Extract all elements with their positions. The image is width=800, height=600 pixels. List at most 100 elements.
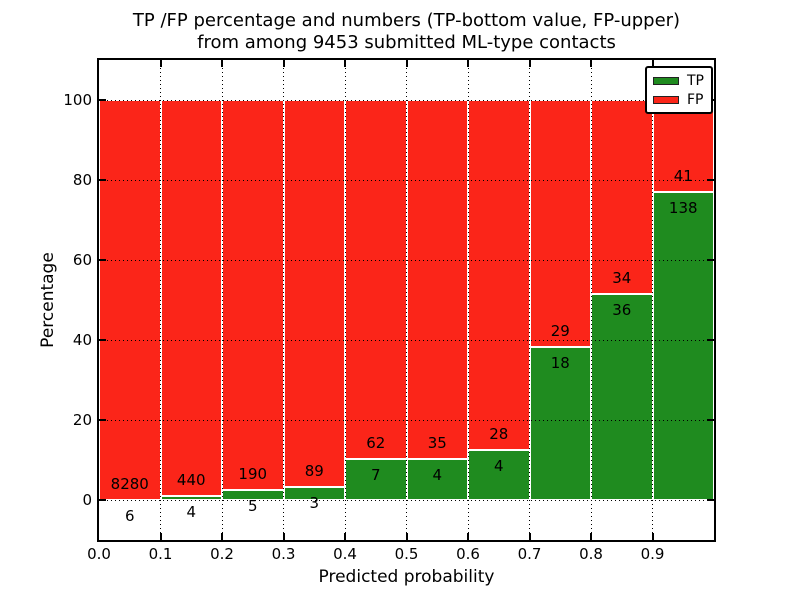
x-tick-label: 0.5 [394, 545, 419, 563]
x-gridline [406, 60, 407, 540]
x-tick-bottom [651, 533, 654, 540]
x-tick-label: 0.2 [210, 545, 234, 563]
chart-title-line-2: from among 9453 submitted ML-type contac… [197, 32, 616, 53]
x-gridline [221, 60, 223, 540]
legend-label-tp: TP [687, 72, 704, 89]
chart-title: TP /FP percentage and numbers (TP-bottom… [97, 10, 716, 54]
tp-count-label: 4 [493, 457, 504, 475]
y-tick-label: 0 [82, 491, 92, 509]
y-tick-right [707, 339, 714, 341]
legend-label-fp: FP [687, 91, 704, 108]
bar-segment-tp [591, 294, 653, 500]
x-tick-bottom [221, 533, 223, 540]
bar-segment-fp [529, 100, 591, 347]
legend: TP FP [645, 66, 713, 114]
x-tick-top [590, 60, 592, 67]
tp-count-label: 5 [247, 496, 258, 515]
y-tick-left [99, 339, 106, 341]
tp-count-label: 7 [370, 466, 381, 485]
chart-title-line-1: TP /FP percentage and numbers (TP-bottom… [132, 10, 681, 31]
tp-count-label: 6 [124, 506, 135, 525]
y-tick-left [99, 419, 106, 421]
x-tick-bottom [159, 533, 162, 540]
x-tick-label: 0.1 [148, 545, 173, 563]
x-tick-bottom [467, 533, 469, 540]
y-axis-label: Percentage [38, 252, 58, 348]
x-tick-top [221, 60, 223, 67]
bar-segment-fp [283, 100, 345, 487]
tp-swatch-icon [653, 76, 679, 85]
x-gridline [652, 60, 653, 540]
legend-item-fp: FP [653, 93, 705, 107]
x-gridline [344, 60, 346, 540]
bar-segment-fp [345, 100, 407, 460]
bar-segment-fp [591, 100, 653, 295]
fp-count-label: 440 [176, 471, 206, 490]
x-tick-label: 0.0 [87, 545, 111, 563]
x-tick-top [467, 60, 469, 67]
legend-item-tp: TP [653, 74, 705, 88]
fp-count-label: 8280 [110, 474, 149, 493]
plot-area: 8280 6 440 4 190 5 89 3 62 7 35 4 28 4 29 18 34 36 41 138 [97, 58, 716, 542]
fp-count-label: 41 [673, 166, 693, 185]
y-tick-right [707, 499, 714, 501]
bar-segment-fp [222, 100, 284, 490]
y-tick-left [99, 499, 106, 501]
tp-count-label: 138 [668, 198, 698, 217]
tp-count-label: 3 [309, 493, 320, 512]
bar-segment-tp [345, 459, 407, 500]
x-tick-label: 0.7 [517, 545, 542, 563]
x-tick-bottom [282, 533, 285, 540]
x-tick-top [651, 60, 654, 67]
x-tick-bottom [344, 533, 346, 540]
tp-count-label: 4 [432, 465, 443, 484]
y-tick-left [99, 179, 106, 181]
tp-count-label: 36 [612, 301, 632, 320]
y-tick-right [707, 259, 714, 261]
bar-segment-fp [99, 100, 161, 500]
tp-count-label: 4 [186, 503, 197, 522]
x-tick-top [528, 60, 531, 67]
fp-swatch-icon [653, 95, 679, 104]
fp-count-label: 89 [304, 461, 324, 480]
bar-segment-fp [406, 100, 468, 459]
x-tick-label: 0.3 [271, 545, 296, 563]
y-tick-label: 40 [72, 331, 92, 349]
x-tick-top [344, 60, 346, 67]
x-axis-label: Predicted probability [318, 567, 495, 587]
x-gridline [283, 60, 284, 540]
x-tick-bottom [405, 533, 408, 540]
x-tick-label: 0.4 [333, 545, 357, 563]
fp-count-label: 62 [366, 434, 386, 453]
x-gridline [529, 60, 530, 540]
y-tick-label: 20 [72, 411, 92, 429]
fp-count-label: 29 [550, 321, 570, 340]
x-tick-label: 0.8 [579, 545, 603, 563]
bar-segment-fp [160, 100, 222, 497]
y-tick-right [707, 419, 714, 421]
bar-segment-tp [652, 191, 714, 500]
y-tick-label: 100 [63, 91, 92, 109]
y-tick-left [99, 99, 106, 101]
bar-segment-fp [468, 100, 530, 450]
x-tick-top [405, 60, 408, 67]
x-tick-label: 0.6 [456, 545, 480, 563]
fp-count-label: 34 [612, 269, 632, 288]
x-gridline [590, 60, 592, 540]
x-tick-label: 0.9 [640, 545, 665, 563]
x-tick-bottom [528, 533, 531, 540]
y-tick-label: 80 [72, 171, 92, 189]
y-tick-left [99, 259, 106, 261]
y-tick-right [707, 179, 714, 181]
tp-count-label: 18 [550, 353, 570, 372]
x-tick-top [282, 60, 285, 67]
x-tick-bottom [590, 533, 592, 540]
fp-count-label: 35 [427, 433, 447, 452]
fp-count-label: 28 [489, 425, 509, 443]
y-tick-label: 60 [72, 251, 92, 269]
x-tick-top [159, 60, 162, 67]
fp-count-label: 190 [238, 464, 268, 483]
x-gridline [467, 60, 469, 540]
x-gridline [160, 60, 161, 540]
